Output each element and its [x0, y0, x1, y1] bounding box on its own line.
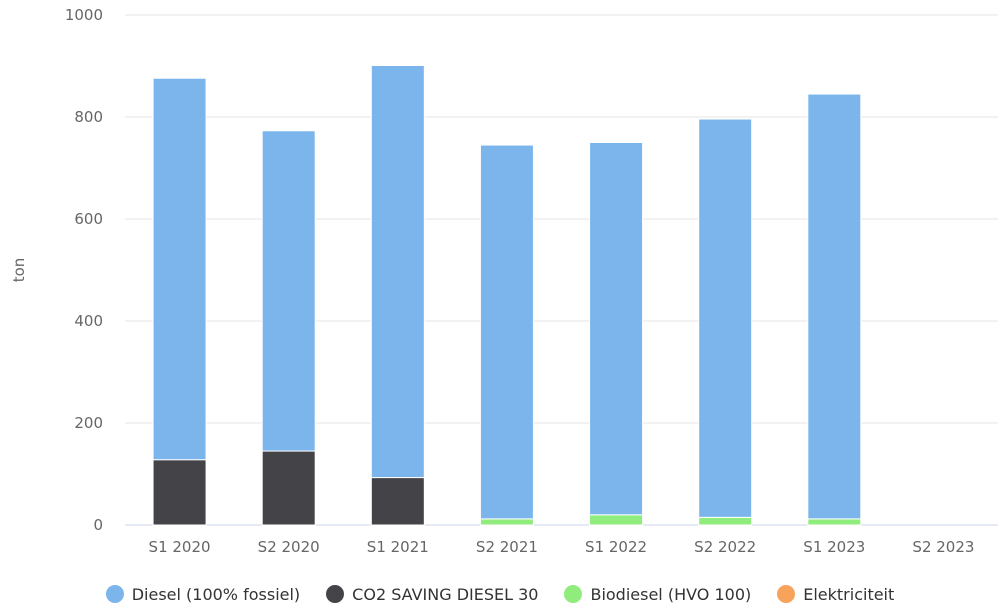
legend-item[interactable]: CO2 SAVING DIESEL 30: [326, 585, 538, 604]
bar-segment[interactable]: [807, 518, 862, 526]
x-tick-label: S2 2021: [476, 538, 538, 556]
y-tick-label: 0: [93, 516, 103, 534]
x-axis-ticks: S1 2020 S2 2020 S1 2021 S2 2021 S1 2022 S2 20…: [149, 538, 975, 556]
bar-segment[interactable]: [589, 514, 644, 526]
bars: [152, 64, 862, 526]
legend-dot-icon: [105, 585, 124, 603]
x-tick-label: S2 2022: [694, 538, 756, 556]
bar-segment[interactable]: [479, 144, 534, 520]
bar-segment[interactable]: [370, 64, 425, 479]
y-tick-label: 200: [74, 414, 103, 432]
bar-segment[interactable]: [152, 77, 207, 461]
legend-label: Biodiesel (HVO 100): [590, 584, 752, 604]
x-tick-label: S2 2023: [912, 538, 974, 556]
legend-item[interactable]: Elektriciteit: [777, 585, 894, 604]
y-tick-label: 1000: [65, 6, 103, 24]
x-tick-label: S2 2020: [258, 538, 320, 556]
bar-segment[interactable]: [698, 516, 753, 526]
y-tick-label: 600: [74, 210, 103, 228]
legend-item[interactable]: Biodiesel (HVO 100): [564, 585, 751, 604]
y-axis-ticks: 0 200 400 600 800 1000: [65, 6, 103, 534]
x-tick-label: S1 2023: [803, 538, 865, 556]
y-axis-label: ton: [10, 258, 28, 283]
legend-item[interactable]: Diesel (100% fossiel): [105, 584, 301, 604]
legend-dot-icon: [326, 585, 345, 603]
bar-segment[interactable]: [261, 130, 316, 452]
x-tick-label: S1 2020: [149, 538, 211, 556]
bar-segment[interactable]: [479, 518, 534, 526]
bar-segment[interactable]: [589, 142, 644, 516]
bar-segment[interactable]: [152, 459, 207, 526]
bar-segment[interactable]: [807, 93, 862, 520]
y-tick-label: 400: [74, 312, 103, 330]
bar-segment[interactable]: [370, 477, 425, 526]
legend-dot-icon: [564, 585, 583, 603]
x-tick-label: S1 2022: [585, 538, 647, 556]
legend-label: CO2 SAVING DIESEL 30: [352, 584, 539, 604]
x-tick-label: S1 2021: [367, 538, 429, 556]
legend-dot-icon: [777, 585, 796, 603]
gridlines: [125, 14, 998, 526]
y-tick-label: 800: [74, 108, 103, 126]
bar-segment[interactable]: [261, 450, 316, 526]
legend-label: Diesel (100% fossiel): [131, 584, 301, 604]
bar-segment[interactable]: [698, 118, 753, 518]
legend: Diesel (100% fossiel) CO2 SAVING DIESEL 3…: [0, 580, 1000, 608]
legend-label: Elektriciteit: [803, 584, 895, 604]
